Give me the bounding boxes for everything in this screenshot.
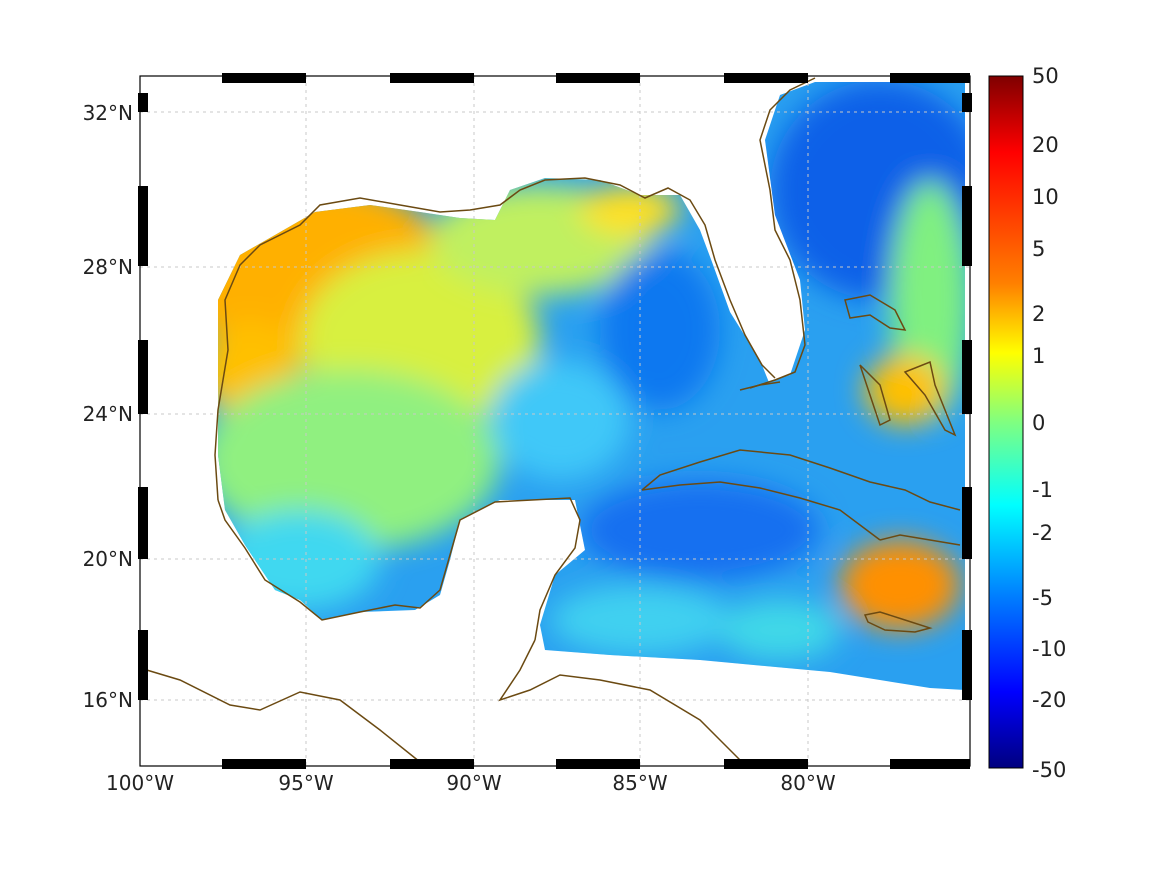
map-frame (138, 73, 972, 769)
graticule (140, 76, 970, 766)
colorbar-label: 50 (1032, 64, 1059, 88)
longitude-labels: 100°W 95°W 90°W 85°W 80°W (106, 771, 836, 795)
colorbar-label: -1 (1032, 478, 1053, 502)
colorbar-label: -2 (1032, 521, 1053, 545)
colorbar-label: 0 (1032, 411, 1045, 435)
colorbar-gradient (988, 75, 1024, 769)
colorbar-label: -5 (1032, 586, 1053, 610)
colorbar-labels: 50 20 10 5 2 1 0 -1 -2 -5 -10 -20 -50 (1032, 64, 1066, 782)
coastlines (139, 77, 961, 763)
lon-label: 80°W (780, 771, 835, 795)
colorbar-label: 5 (1032, 237, 1045, 261)
colorbar-label: -10 (1032, 637, 1066, 661)
lat-label: 20°N (83, 547, 133, 571)
colorbar-label: 2 (1032, 302, 1045, 326)
lat-label: 32°N (83, 101, 133, 125)
colorbar-label: 20 (1032, 133, 1059, 157)
latitude-labels: 32°N 28°N 24°N 20°N 16°N (83, 101, 133, 712)
lon-label: 85°W (612, 771, 667, 795)
lat-label: 28°N (83, 255, 133, 279)
colorbar: 50 20 10 5 2 1 0 -1 -2 -5 -10 -20 -50 (988, 64, 1066, 782)
lon-label: 90°W (446, 771, 501, 795)
lon-label: 100°W (106, 771, 174, 795)
lat-label: 24°N (83, 402, 133, 426)
lat-label: 16°N (83, 688, 133, 712)
colorbar-label: 1 (1032, 344, 1045, 368)
colorbar-label: -50 (1032, 758, 1066, 782)
colorbar-label: 10 (1032, 185, 1059, 209)
lon-label: 95°W (278, 771, 333, 795)
colorbar-label: -20 (1032, 688, 1066, 712)
